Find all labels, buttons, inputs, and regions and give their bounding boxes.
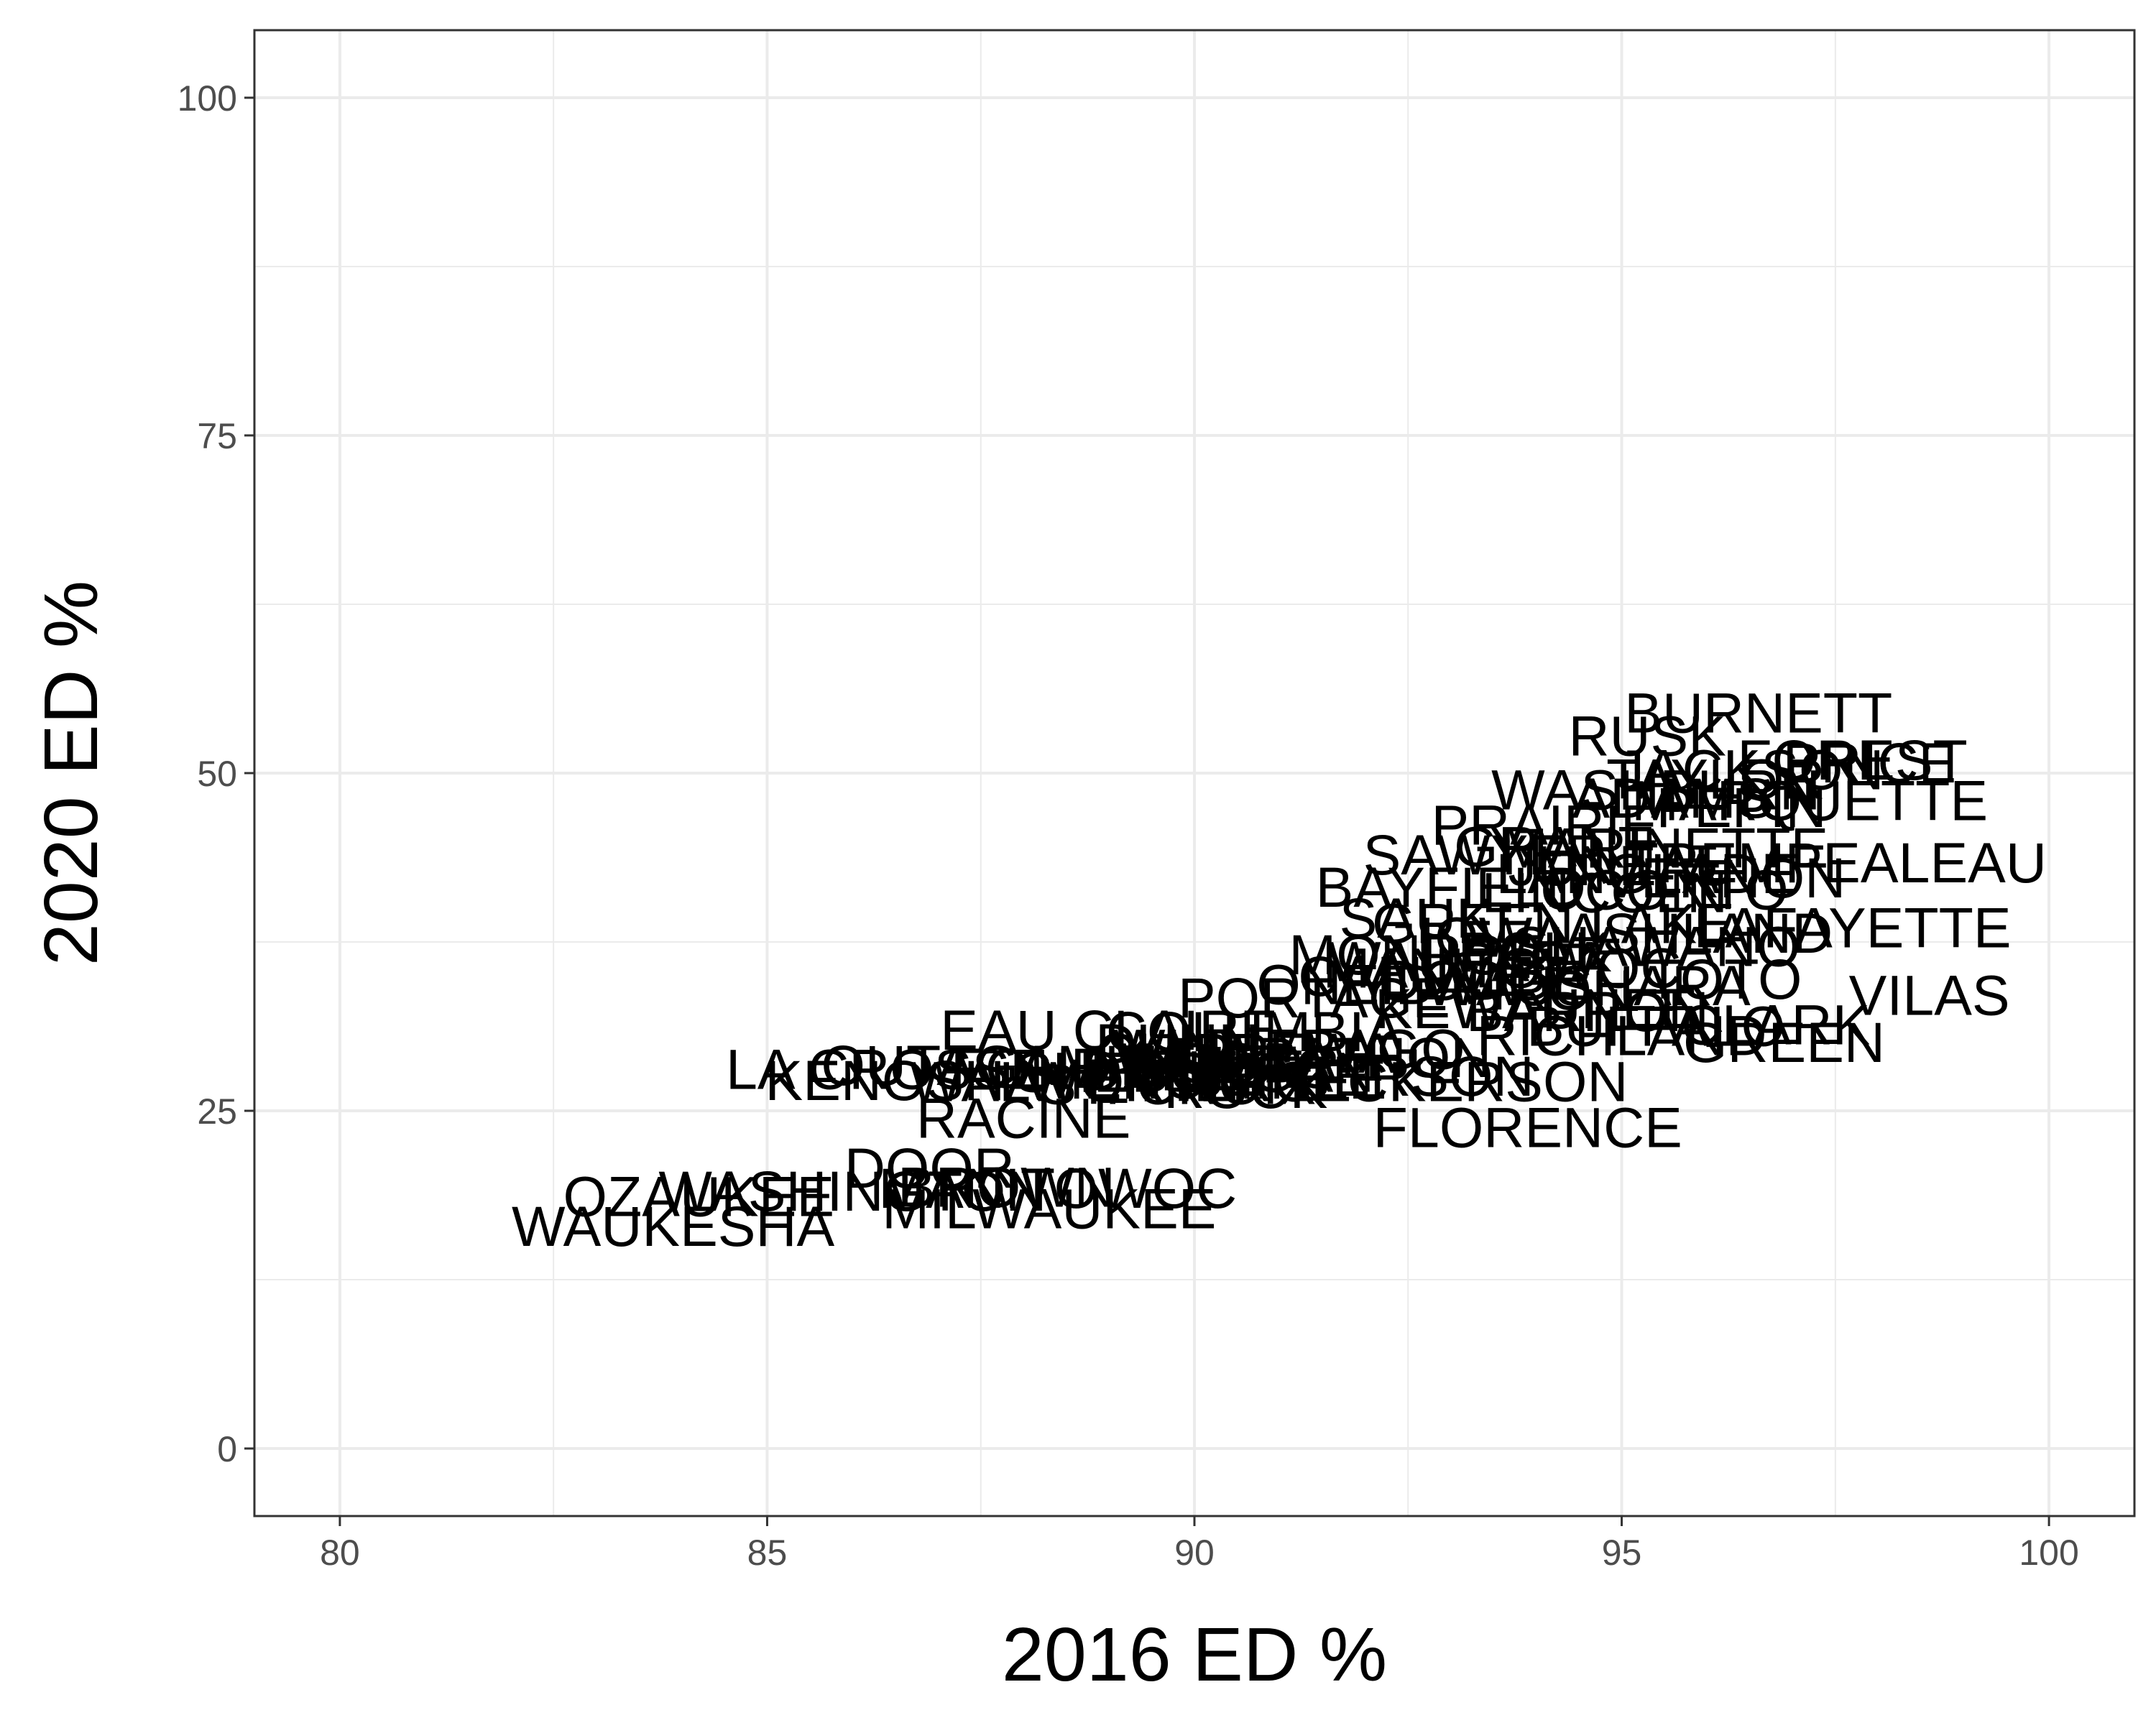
point-label: JACKSON xyxy=(1616,737,1884,801)
point-label: POLK xyxy=(1460,920,1612,984)
y-tick-label: 75 xyxy=(197,416,237,456)
y-axis: 0 25 50 75 100 xyxy=(178,78,254,1469)
point-label: GREEN LAKE xyxy=(1372,892,1735,956)
point-label: PORTAGE xyxy=(1178,966,1450,1030)
point-label: RACINE xyxy=(916,1086,1131,1150)
point-label: LA CROSSE xyxy=(726,1038,1048,1101)
point-label: TAYLOR xyxy=(1606,747,1825,811)
point-label: COLUMBIA xyxy=(1106,999,1403,1063)
point-label: ONEIDA xyxy=(1256,952,1474,1016)
point-label: MANITOWOC xyxy=(878,1156,1237,1220)
point-label: FOREST xyxy=(1737,728,1967,792)
point-label: PRICE xyxy=(1783,731,1956,795)
point-label: SAUK xyxy=(1340,886,1494,950)
point-label: CHIPPEWA xyxy=(1095,1021,1396,1085)
point-label: WOOD xyxy=(1120,1030,1304,1094)
point-label: MARATHON xyxy=(1171,1025,1491,1089)
point-label: IRON xyxy=(1491,958,1634,1022)
x-tick-label: 100 xyxy=(2019,1533,2078,1573)
point-label: GREEN xyxy=(1683,1010,1885,1074)
point-label: DOOR xyxy=(844,1136,1015,1200)
point-label: CALUMET xyxy=(1298,944,1570,1008)
point-label: ASHLAND xyxy=(1565,901,1833,965)
point-label: MONROE xyxy=(1289,923,1544,987)
y-axis-title: 2020 ED % xyxy=(29,581,114,966)
point-label: CLARK xyxy=(1681,993,1870,1057)
point-label: RICHLAND xyxy=(1477,1004,1767,1068)
point-label: EAU CLAIRE xyxy=(940,998,1278,1062)
point-label: GRANT xyxy=(1454,815,1653,879)
point-label: VERNON xyxy=(1603,846,1846,910)
point-label: RUSK xyxy=(1568,703,1726,767)
x-axis: 80 85 90 95 100 xyxy=(320,1516,2079,1573)
point-label: MARQUETTE xyxy=(1631,769,1988,833)
x-tick-label: 95 xyxy=(1602,1533,1642,1573)
x-axis-title: 2016 ED % xyxy=(1002,1612,1387,1697)
point-label: IOWA xyxy=(1419,905,1568,969)
point-label: FOND DU LAC xyxy=(951,1036,1336,1100)
point-label: DANE xyxy=(1082,1039,1240,1103)
point-label: OCONTO xyxy=(1540,858,1788,922)
point-label: FLORENCE xyxy=(1373,1096,1682,1160)
point-label: WALWORTH xyxy=(910,1050,1240,1114)
point-label: TOTO xyxy=(1646,947,1802,1011)
y-tick-label: 25 xyxy=(197,1091,237,1132)
point-label: BROWN xyxy=(898,1155,1115,1219)
point-label: VILAS xyxy=(1849,963,2010,1027)
point-label: ROCK xyxy=(1164,1056,1327,1120)
point-label: SAWYER xyxy=(1363,823,1607,887)
point-label: KEWAUNEE xyxy=(1375,976,1697,1040)
point-label: MARINETTE xyxy=(1501,816,1828,879)
point-label: SHEBOYGAN xyxy=(1015,1040,1374,1104)
x-tick-label: 90 xyxy=(1174,1533,1215,1573)
x-tick-label: 80 xyxy=(320,1533,360,1573)
point-label: OZAUKEE xyxy=(563,1164,835,1228)
point-label: WASHINGTON xyxy=(658,1159,1046,1223)
point-label: BURNETT xyxy=(1624,680,1892,744)
point-label: LAFAYETTE xyxy=(1694,895,2012,959)
point-label: WAUKESHA xyxy=(512,1194,835,1258)
point-label: PRAIRIE xyxy=(1431,793,1658,856)
point-label: MENOMINEE xyxy=(1036,1047,1386,1111)
point-label: BARRON xyxy=(1466,979,1709,1043)
y-tick-label: 50 xyxy=(197,754,237,794)
point-label: KENOSHA xyxy=(765,1048,1044,1112)
point-label: BAYFIELD xyxy=(1316,855,1586,919)
point-label: WAUSHARA xyxy=(1424,953,1751,1017)
point-label: ST. CROIX xyxy=(1038,1052,1316,1116)
point-label: LINCOLN xyxy=(1482,860,1728,924)
point-label: PEPIN xyxy=(1656,775,1826,839)
point-label: ADAMS xyxy=(1572,766,1774,830)
point-label: WAUPACA xyxy=(1327,929,1608,993)
point-label: TREMPEALEAU xyxy=(1624,831,2047,895)
point-label: JEFFERSON xyxy=(1197,1044,1534,1108)
point-label: MANITOWOC xyxy=(1323,936,1682,1000)
point-label: DICKERSON xyxy=(1291,1050,1628,1114)
point-label: MILWAUKEE xyxy=(882,1176,1216,1240)
x-tick-label: 85 xyxy=(747,1533,788,1573)
point-label: BUFFALO xyxy=(1526,994,1785,1058)
point-label: WINNEBAGO xyxy=(1112,1017,1465,1081)
y-tick-label: 100 xyxy=(178,78,237,119)
point-label: JUNEAU xyxy=(1508,833,1736,897)
point-label: LANGLADE xyxy=(1496,841,1799,905)
y-tick-label: 0 xyxy=(217,1429,237,1469)
point-label: SHAWANO xyxy=(1511,915,1800,979)
point-label: OUTAGAMIE xyxy=(821,1033,1158,1097)
point-label: DODGE xyxy=(1381,948,1589,1012)
grid-major xyxy=(254,30,2134,1516)
point-label: DUNN xyxy=(1095,1012,1259,1076)
point-label: PIERCE xyxy=(1140,1050,1351,1114)
point-label: WASHBURN xyxy=(1491,758,1820,822)
